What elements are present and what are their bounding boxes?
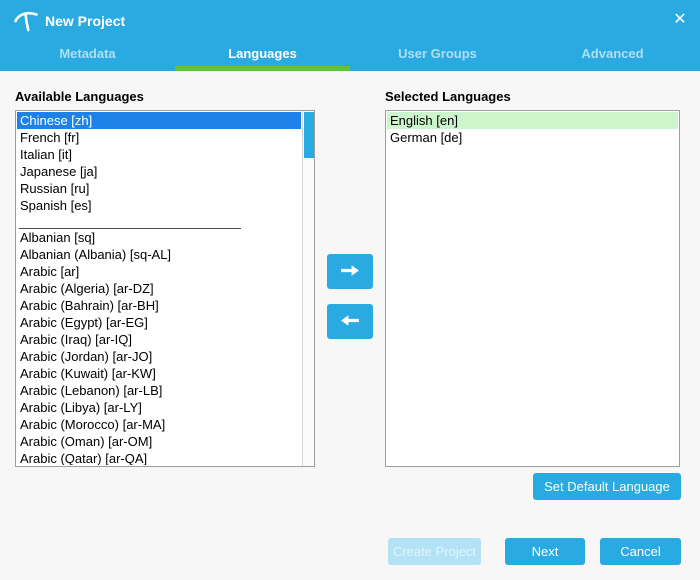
selected-languages-label: Selected Languages — [385, 89, 511, 104]
language-option-label: Japanese [ja] — [20, 164, 98, 179]
tab-user-groups[interactable]: User Groups — [350, 40, 525, 71]
language-option[interactable]: Arabic (Algeria) [ar-DZ] — [17, 280, 301, 297]
language-option-label: Italian [it] — [20, 147, 73, 162]
language-option-label: Chinese [zh] — [20, 113, 93, 128]
language-option[interactable]: Arabic (Jordan) [ar-JO] — [17, 348, 301, 365]
language-option[interactable]: Albanian [sq] — [17, 229, 301, 246]
add-language-button[interactable] — [327, 254, 373, 289]
tab-advanced[interactable]: Advanced — [525, 40, 700, 71]
language-option[interactable]: Arabic (Iraq) [ar-IQ] — [17, 331, 301, 348]
language-option[interactable]: French [fr] — [17, 129, 301, 146]
tab-metadata[interactable]: Metadata — [0, 40, 175, 71]
language-option-label: Arabic (Kuwait) [ar-KW] — [20, 366, 156, 381]
language-option-label: Arabic (Qatar) [ar-QA] — [20, 451, 148, 465]
language-option[interactable]: Italian [it] — [17, 146, 301, 163]
selected-languages-list: English [en] German [de] — [387, 112, 678, 465]
window-title: New Project — [45, 13, 126, 29]
language-option-label: Albanian (Albania) [sq-AL] — [20, 247, 172, 262]
language-option-label: Arabic (Bahrain) [ar-BH] — [20, 298, 159, 313]
language-option[interactable]: Russian [ru] — [17, 180, 301, 197]
language-option[interactable]: Arabic (Lebanon) [ar-LB] — [17, 382, 301, 399]
language-option[interactable]: Arabic (Kuwait) [ar-KW] — [17, 365, 301, 382]
language-option-label: Arabic (Iraq) [ar-IQ] — [20, 332, 132, 347]
available-languages-label: Available Languages — [15, 89, 144, 104]
language-option-label: Arabic (Morocco) [ar-MA] — [20, 417, 166, 432]
language-option-label: English [en] — [390, 113, 458, 128]
language-option-label: Spanish [es] — [20, 198, 92, 213]
tab-label: User Groups — [398, 46, 477, 61]
language-option[interactable]: Albanian (Albania) [sq-AL] — [17, 246, 301, 263]
next-button[interactable]: Next — [505, 538, 585, 565]
language-option[interactable]: Arabic (Libya) [ar-LY] — [17, 399, 301, 416]
language-option[interactable]: Arabic (Morocco) [ar-MA] — [17, 416, 301, 433]
remove-language-button[interactable] — [327, 304, 373, 339]
tab-bar: Metadata Languages User Groups Advanced — [0, 40, 700, 71]
language-option[interactable]: English [en] — [387, 112, 678, 129]
cancel-button[interactable]: Cancel — [600, 538, 681, 565]
language-option[interactable]: Arabic [ar] — [17, 263, 301, 280]
title-bar: New Project ✕ Metadata Languages User Gr… — [0, 0, 700, 71]
language-option-label: Arabic (Lebanon) [ar-LB] — [20, 383, 163, 398]
language-option-label: Arabic [ar] — [20, 264, 80, 279]
tab-label: Metadata — [59, 46, 116, 61]
available-languages-listbox[interactable]: Chinese [zh] French [fr] Italian [it] Ja… — [15, 110, 315, 467]
language-option[interactable]: German [de] — [387, 129, 678, 146]
language-option-label: Arabic (Egypt) [ar-EG] — [20, 315, 148, 330]
language-option[interactable]: Arabic (Bahrain) [ar-BH] — [17, 297, 301, 314]
scrollbar[interactable] — [302, 111, 314, 466]
available-languages-list: Chinese [zh] French [fr] Italian [it] Ja… — [17, 112, 301, 465]
language-option-label: Arabic (Jordan) [ar-JO] — [20, 349, 153, 364]
language-option[interactable]: Chinese [zh] — [17, 112, 301, 129]
tab-label: Advanced — [581, 46, 644, 61]
app-logo-icon — [13, 7, 39, 33]
language-option[interactable]: Spanish [es] — [17, 197, 301, 214]
language-option-label: Arabic (Algeria) [ar-DZ] — [20, 281, 154, 296]
language-option[interactable]: Arabic (Oman) [ar-OM] — [17, 433, 301, 450]
language-option-label: Arabic (Libya) [ar-LY] — [20, 400, 142, 415]
language-option-label: German [de] — [390, 130, 463, 145]
language-option-label: Russian [ru] — [20, 181, 90, 196]
left-arrow-icon — [340, 314, 360, 330]
language-option-label: Arabic (Oman) [ar-OM] — [20, 434, 153, 449]
tab-languages[interactable]: Languages — [175, 40, 350, 71]
right-arrow-icon — [340, 264, 360, 280]
language-option-label: French [fr] — [20, 130, 80, 145]
selected-languages-listbox[interactable]: English [en] German [de] — [385, 110, 680, 467]
create-project-button[interactable]: Create Project — [388, 538, 481, 565]
language-option-label: Albanian [sq] — [20, 230, 96, 245]
language-option[interactable] — [19, 214, 241, 229]
set-default-language-button[interactable]: Set Default Language — [533, 473, 681, 500]
language-option[interactable]: Japanese [ja] — [17, 163, 301, 180]
language-option[interactable]: Arabic (Egypt) [ar-EG] — [17, 314, 301, 331]
close-icon[interactable]: ✕ — [673, 11, 687, 28]
scrollbar-thumb[interactable] — [304, 112, 314, 158]
language-option[interactable]: Arabic (Qatar) [ar-QA] — [17, 450, 301, 465]
tab-label: Languages — [228, 46, 297, 61]
